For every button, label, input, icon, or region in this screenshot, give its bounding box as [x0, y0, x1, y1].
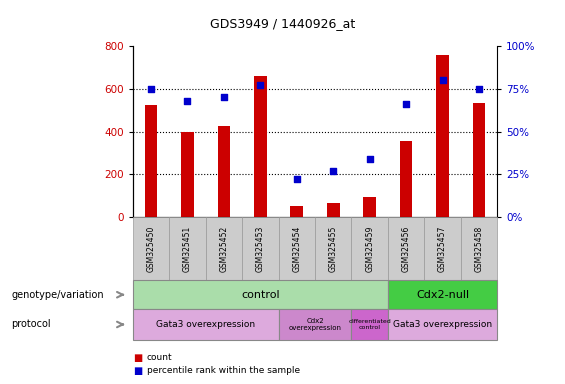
Bar	[145, 105, 158, 217]
Text: count: count	[147, 353, 172, 362]
Text: GSM325457: GSM325457	[438, 225, 447, 272]
Bar	[363, 197, 376, 217]
Point	[146, 86, 155, 92]
Point	[475, 86, 484, 92]
Bar	[472, 103, 485, 217]
Bar	[218, 126, 231, 217]
Bar	[181, 131, 194, 217]
Text: GSM325451: GSM325451	[183, 225, 192, 272]
Point	[365, 156, 374, 162]
Text: GSM325459: GSM325459	[365, 225, 374, 272]
Text: ■: ■	[133, 366, 142, 376]
Point	[438, 77, 447, 83]
Bar	[399, 141, 412, 217]
Text: Gata3 overexpression: Gata3 overexpression	[393, 320, 492, 329]
Text: GSM325456: GSM325456	[402, 225, 411, 272]
Text: ■: ■	[133, 353, 142, 363]
Text: control: control	[241, 290, 280, 300]
Point	[329, 168, 338, 174]
Text: genotype/variation: genotype/variation	[11, 290, 104, 300]
Text: Cdx2-null: Cdx2-null	[416, 290, 469, 300]
Point	[256, 82, 265, 88]
Point	[402, 101, 411, 107]
Point	[219, 94, 228, 101]
Point	[292, 176, 301, 182]
Text: Cdx2
overexpression: Cdx2 overexpression	[289, 318, 341, 331]
Bar	[290, 206, 303, 217]
Text: Gata3 overexpression: Gata3 overexpression	[156, 320, 255, 329]
Text: GDS3949 / 1440926_at: GDS3949 / 1440926_at	[210, 17, 355, 30]
Text: GSM325458: GSM325458	[475, 225, 484, 272]
Text: GSM325452: GSM325452	[219, 225, 228, 272]
Text: GSM325455: GSM325455	[329, 225, 338, 272]
Bar	[254, 76, 267, 217]
Point	[183, 98, 192, 104]
Text: GSM325450: GSM325450	[146, 225, 155, 272]
Bar	[327, 203, 340, 217]
Text: GSM325453: GSM325453	[256, 225, 265, 272]
Text: GSM325454: GSM325454	[292, 225, 301, 272]
Bar	[436, 55, 449, 217]
Text: differentiated
control: differentiated control	[348, 319, 391, 330]
Text: protocol: protocol	[11, 319, 51, 329]
Text: percentile rank within the sample: percentile rank within the sample	[147, 366, 300, 375]
